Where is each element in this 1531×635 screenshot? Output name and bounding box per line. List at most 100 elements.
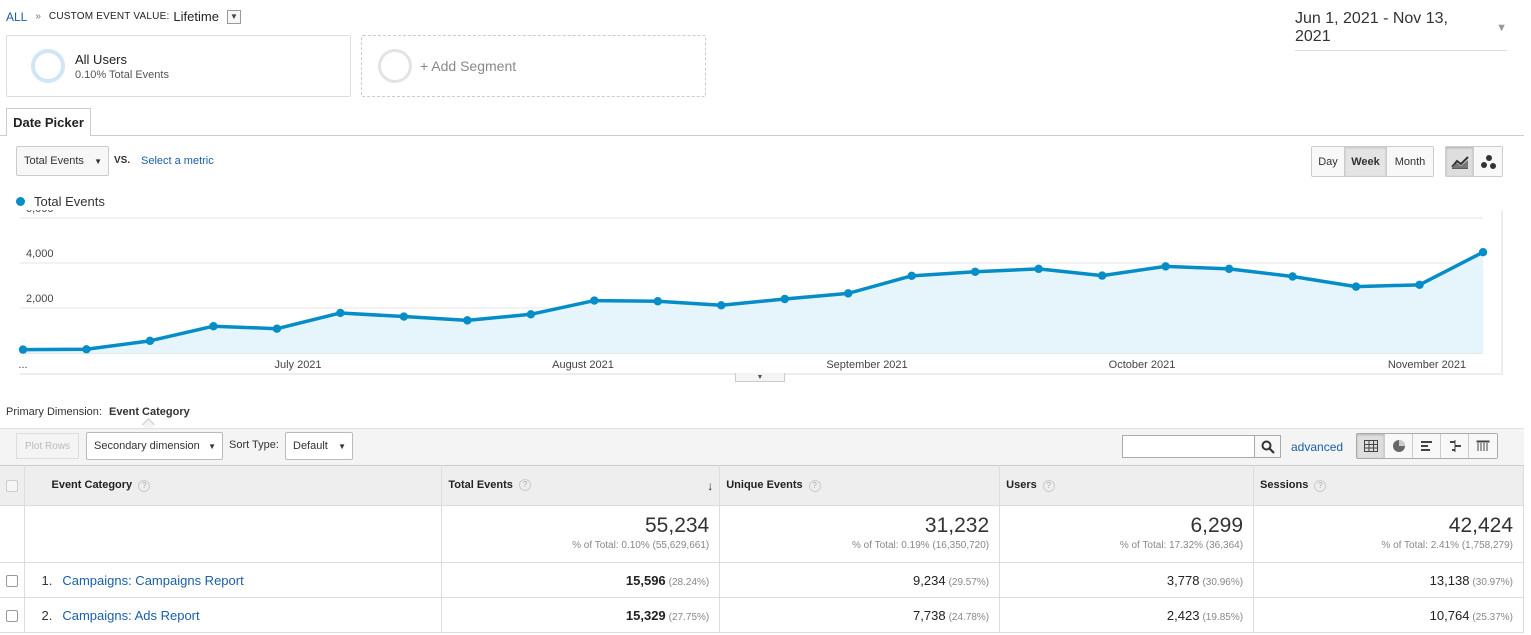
help-icon[interactable]: ? [1314, 479, 1327, 492]
data-point [1478, 248, 1488, 257]
column-header-total-events[interactable]: Total Events? ↓ [441, 465, 721, 506]
sort-type-value: Default [293, 440, 328, 452]
search-button[interactable] [1254, 435, 1281, 458]
help-icon[interactable]: ? [518, 478, 531, 491]
segment-title: All Users [75, 51, 128, 67]
series-line [22, 250, 1484, 352]
metric-dropdown[interactable]: Total Events ▼ [16, 146, 109, 176]
row-percent: (27.75%) [668, 611, 710, 623]
data-point [1351, 282, 1361, 291]
pivot-view-button[interactable] [1469, 434, 1497, 458]
x-tick-label: August 2021 [552, 359, 614, 371]
column-header-event-category[interactable]: Event Category? [24, 465, 443, 506]
chart-collapse-button[interactable]: ▼ [735, 373, 785, 382]
row-value-cell: 3,778 (30.96%) [999, 562, 1255, 598]
month-button[interactable]: Month [1387, 147, 1433, 176]
week-button[interactable]: Week [1345, 147, 1387, 176]
data-point [336, 308, 345, 318]
y-tick-label: 2,000 [26, 293, 54, 305]
column-header-label: Unique Events [726, 479, 803, 492]
data-point [209, 322, 218, 331]
help-icon[interactable]: ? [1042, 479, 1055, 492]
sort-type-dropdown[interactable]: Default ▼ [285, 432, 353, 460]
row-percent: (28.24%) [668, 576, 710, 588]
day-button[interactable]: Day [1312, 147, 1345, 176]
select-metric-link[interactable]: Select a metric [141, 155, 214, 167]
total-percent: % of Total: 0.19% (16,350,720) [852, 540, 990, 551]
breadcrumb: ALL » CUSTOM EVENT VALUE: Lifetime ▼ [6, 9, 241, 24]
tab-date-picker[interactable]: Date Picker [6, 108, 91, 136]
date-range-picker[interactable]: Jun 1, 2021 - Nov 13, 2021 ▼ [1295, 10, 1507, 51]
table-view-button[interactable] [1357, 434, 1385, 458]
motion-chart-icon [1481, 154, 1496, 169]
column-header-label: Total Events [448, 478, 513, 491]
advanced-filter-link[interactable]: advanced [1291, 440, 1344, 454]
line-chart-button[interactable] [1446, 147, 1474, 176]
table-search-input[interactable] [1122, 435, 1255, 458]
column-header-unique-events[interactable]: Unique Events? [719, 465, 1001, 506]
row-percent: (19.85%) [1202, 611, 1244, 623]
total-events-chart: 6,000 4,000 2,000... July 2021 August 2021 Se… [18, 210, 1503, 375]
chevron-down-icon: ▼ [229, 12, 238, 21]
row-value-cell: 7,738 (24.78%) [719, 597, 1001, 633]
data-point [1161, 262, 1170, 271]
plot-rows-button[interactable]: Plot Rows [16, 433, 79, 459]
data-point [1097, 271, 1107, 280]
breadcrumb-key: CUSTOM EVENT VALUE: [48, 11, 170, 22]
help-icon[interactable]: ? [808, 479, 821, 492]
table-view-icon [1363, 440, 1378, 452]
row-name-link[interactable]: Campaigns: Campaigns Report [62, 572, 244, 588]
row-value: 10,764 [1429, 607, 1470, 623]
y-tick-label: 4,000 [26, 248, 54, 260]
row-value: 13,138 [1429, 572, 1470, 588]
row-value: 2,423 [1166, 607, 1200, 623]
total-value: 6,299 [1190, 514, 1244, 537]
row-value: 9,234 [913, 572, 946, 588]
data-table: Event Category? Total Events? ↓ Unique E… [0, 465, 1524, 633]
secondary-dimension-dropdown[interactable]: Secondary dimension ▼ [86, 432, 223, 460]
search-icon [1261, 440, 1275, 454]
granularity-toggle: Day Week Month [1311, 146, 1434, 177]
help-icon[interactable]: ? [138, 479, 151, 492]
performance-view-button[interactable] [1413, 434, 1441, 458]
column-header-label: Event Category [51, 479, 133, 492]
row-value-cell: 10,764 (25.37%) [1253, 597, 1524, 633]
select-all-checkbox[interactable] [6, 479, 19, 492]
x-tick-label: ... [18, 359, 27, 371]
chevron-down-icon: ▼ [756, 373, 764, 381]
y-tick-label: 6,000 [26, 210, 54, 215]
column-header-sessions[interactable]: Sessions? [1253, 465, 1524, 506]
breadcrumb-dropdown-button[interactable]: ▼ [226, 9, 241, 24]
segment-ring-icon [378, 49, 412, 83]
row-checkbox[interactable] [6, 610, 19, 623]
row-select-cell [0, 562, 26, 598]
row-percent: (25.37%) [1472, 611, 1513, 623]
motion-chart-button[interactable] [1474, 147, 1502, 176]
chevron-down-icon: ▼ [1496, 22, 1507, 34]
primary-dimension-label: Primary Dimension: [6, 406, 102, 418]
tab-divider [0, 135, 1524, 136]
column-header-users[interactable]: Users? [999, 465, 1255, 506]
primary-dimension-value[interactable]: Event Category [109, 406, 190, 418]
chevron-down-icon: ▼ [94, 156, 102, 166]
row-percent: (24.78%) [948, 611, 990, 623]
add-segment-button[interactable]: + Add Segment [361, 35, 706, 97]
performance-view-icon [1420, 441, 1432, 451]
pie-view-button[interactable] [1385, 434, 1413, 458]
segment-all-users[interactable]: All Users 0.10% Total Events [6, 35, 351, 97]
breadcrumb-all-link[interactable]: ALL [6, 9, 28, 24]
row-name-link[interactable]: Campaigns: Ads Report [62, 607, 200, 623]
row-value-cell: 15,596 (28.24%) [441, 562, 721, 598]
row-select-cell [0, 597, 26, 633]
table-header-row: Event Category? Total Events? ↓ Unique E… [0, 465, 1524, 506]
data-point [145, 336, 155, 346]
total-percent: % of Total: 2.41% (1,758,279) [1381, 540, 1513, 551]
pivot-view-icon [1476, 440, 1490, 451]
row-value-cell: 2,423 (19.85%) [999, 597, 1255, 633]
data-point [1224, 264, 1234, 274]
legend-label: Total Events [34, 194, 105, 209]
legend-dot-icon [16, 197, 25, 206]
row-checkbox[interactable] [6, 575, 19, 588]
comparison-view-button[interactable] [1441, 434, 1469, 458]
data-point [82, 345, 91, 354]
